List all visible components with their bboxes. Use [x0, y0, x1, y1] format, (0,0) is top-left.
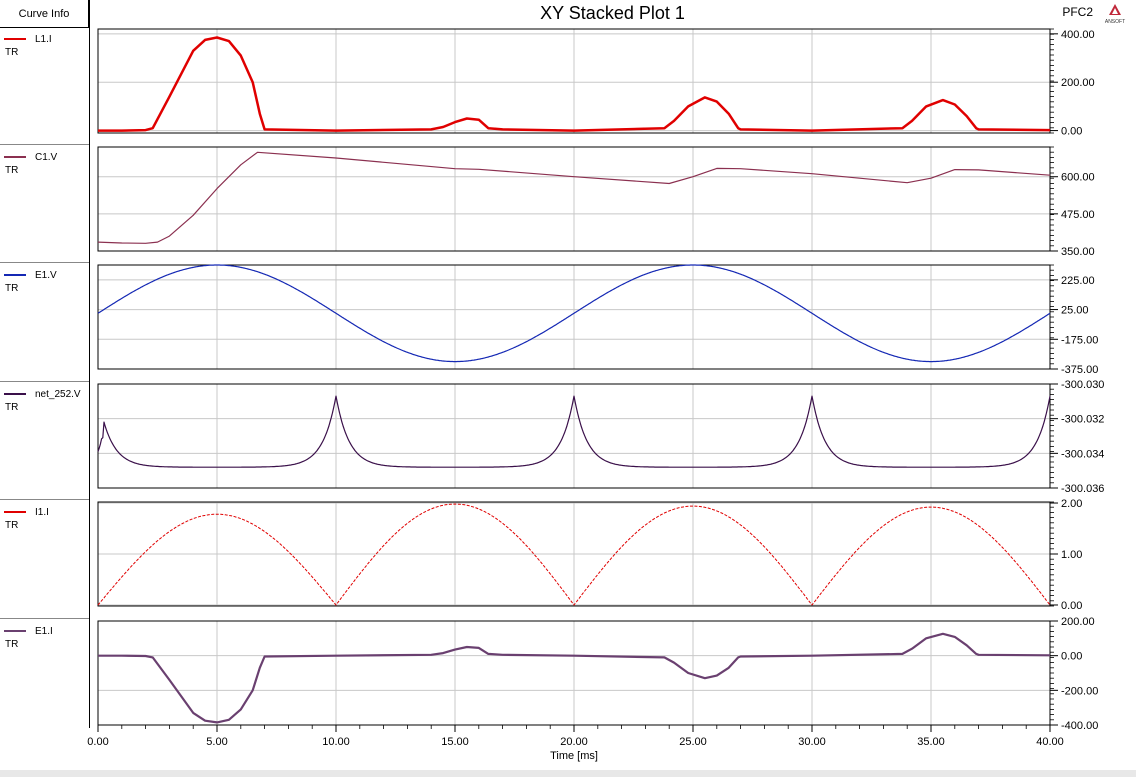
- x-tick-label: 10.00: [322, 736, 350, 748]
- panel-frame: [97, 146, 1051, 252]
- series-line: [97, 264, 1051, 363]
- y-tick-label: 25.00: [1061, 305, 1089, 317]
- x-tick-label: 25.00: [679, 736, 707, 748]
- x-tick-label: 40.00: [1036, 736, 1064, 748]
- y-tick-label: -400.00: [1061, 720, 1098, 732]
- plot-title: XY Stacked Plot 1: [540, 3, 685, 23]
- series-line: [97, 503, 1051, 606]
- series-line: [97, 151, 1051, 244]
- y-tick-label: -175.00: [1061, 334, 1098, 346]
- y-tick-label: 200.00: [1061, 77, 1095, 89]
- y-tick-label: 475.00: [1061, 209, 1095, 221]
- y-tick-label: -300.034: [1061, 448, 1104, 460]
- y-tick-label: 350.00: [1061, 246, 1095, 258]
- legend-sublabel: TR: [5, 639, 18, 650]
- y-tick-label: 0.00: [1061, 126, 1082, 138]
- x-tick-label: 20.00: [560, 736, 588, 748]
- y-tick-label: -300.036: [1061, 483, 1104, 495]
- status-strip: [0, 770, 1136, 777]
- y-tick-label: 2.00: [1061, 498, 1082, 510]
- y-tick-label: 0.00: [1061, 651, 1082, 663]
- y-tick-label: 0.00: [1061, 600, 1082, 612]
- legend-label: I1.I: [35, 507, 49, 518]
- svg-text:ANSOFT: ANSOFT: [1105, 19, 1125, 25]
- x-tick-label: 15.00: [441, 736, 469, 748]
- legend-label: E1.V: [35, 270, 57, 281]
- legend-sublabel: TR: [5, 47, 18, 58]
- legend-label: C1.V: [35, 152, 58, 163]
- x-tick-label: 0.00: [87, 736, 108, 748]
- panel-frame: [97, 28, 1051, 134]
- x-axis-label: Time [ms]: [550, 750, 598, 762]
- y-tick-label: -200.00: [1061, 685, 1098, 697]
- y-tick-label: 200.00: [1061, 616, 1095, 628]
- y-tick-label: -300.030: [1061, 379, 1104, 391]
- y-tick-label: 400.00: [1061, 29, 1095, 41]
- panel-frame: [97, 264, 1051, 370]
- y-tick-label: 600.00: [1061, 172, 1095, 184]
- legend-sublabel: TR: [5, 165, 18, 176]
- legend-sublabel: TR: [5, 402, 18, 413]
- x-tick-label: 30.00: [798, 736, 826, 748]
- series-line: [97, 395, 1051, 468]
- project-label: PFC2: [1062, 5, 1093, 19]
- y-tick-label: -300.032: [1061, 414, 1104, 426]
- legend-label: L1.I: [35, 34, 52, 45]
- curve-info-header: Curve Info: [0, 0, 89, 28]
- panel-frame: [97, 383, 1051, 489]
- series-line: [98, 632, 1051, 724]
- legend-sublabel: TR: [5, 283, 18, 294]
- y-tick-label: 225.00: [1061, 275, 1095, 287]
- legend-label: net_252.V: [35, 389, 81, 400]
- series-line: [98, 36, 1051, 132]
- legend-label: E1.I: [35, 626, 53, 637]
- legend-sublabel: TR: [5, 520, 18, 531]
- y-tick-label: -375.00: [1061, 364, 1098, 376]
- x-tick-label: 35.00: [917, 736, 945, 748]
- panel-frame: [97, 501, 1051, 607]
- y-tick-label: 1.00: [1061, 549, 1082, 561]
- ansoft-logo-icon: ANSOFT: [1105, 4, 1125, 25]
- x-tick-label: 5.00: [206, 736, 227, 748]
